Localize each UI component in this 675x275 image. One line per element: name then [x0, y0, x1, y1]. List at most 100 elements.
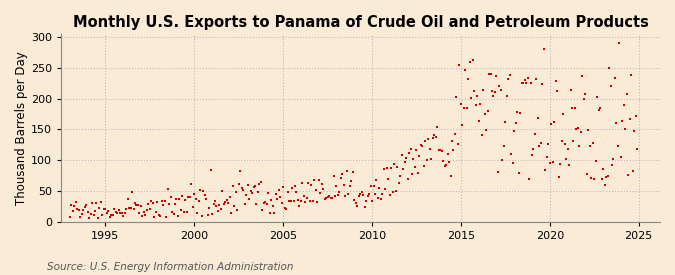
Point [360, 199, 371, 203]
Point [506, 152, 516, 156]
Point [472, 94, 483, 98]
Point [226, 211, 237, 215]
Point [313, 177, 324, 182]
Point [176, 208, 186, 213]
Point [417, 144, 428, 148]
Point [190, 196, 201, 201]
Point [192, 210, 202, 215]
Point [270, 192, 281, 197]
Point [151, 210, 161, 214]
Point [463, 77, 474, 81]
Point [259, 200, 269, 205]
Point [256, 180, 267, 185]
Point [103, 209, 113, 214]
Point [128, 207, 139, 211]
Point [504, 73, 515, 77]
Point [349, 197, 360, 202]
Point [485, 72, 496, 76]
Point [207, 211, 217, 216]
Point [322, 195, 333, 199]
Title: Monthly U.S. Exports to Panama of Crude Oil and Petroleum Products: Monthly U.S. Exports to Panama of Crude … [72, 15, 649, 30]
Point [257, 208, 268, 213]
Point [276, 201, 287, 205]
Point [261, 202, 272, 206]
Point [279, 206, 290, 210]
Point [124, 206, 134, 210]
Point [177, 194, 188, 199]
Point [398, 167, 408, 171]
Point [189, 191, 200, 196]
Point [554, 174, 564, 179]
Point [524, 177, 535, 182]
Point [556, 139, 567, 143]
Point [309, 178, 320, 182]
Point [466, 95, 477, 100]
Point [389, 162, 400, 167]
Point [436, 149, 447, 153]
Point [298, 194, 309, 199]
Point [107, 212, 118, 217]
Point [184, 194, 195, 199]
Point [586, 175, 597, 180]
Point [565, 87, 576, 92]
Point [526, 153, 537, 157]
Point [571, 126, 582, 131]
Point [564, 163, 574, 167]
Point [234, 182, 244, 186]
Point [612, 144, 623, 148]
Point [204, 206, 215, 210]
Point [158, 203, 169, 207]
Point [457, 122, 468, 127]
Point [630, 114, 641, 118]
Point [531, 77, 542, 81]
Point [250, 183, 261, 188]
Point [429, 133, 439, 137]
Point [66, 203, 77, 207]
Point [323, 194, 334, 198]
Point [157, 199, 167, 204]
Point [478, 88, 489, 93]
Point [522, 76, 533, 81]
Point [155, 214, 165, 218]
Point [86, 201, 97, 205]
Point [512, 110, 522, 114]
Point [402, 176, 413, 181]
Point [568, 139, 579, 143]
Point [353, 194, 364, 198]
Point [479, 112, 490, 116]
Point [282, 190, 293, 194]
Point [196, 213, 207, 218]
Point [443, 160, 454, 164]
Point [605, 84, 616, 88]
Point [535, 141, 546, 145]
Point [229, 204, 240, 208]
Point [367, 199, 377, 204]
Point [287, 185, 298, 190]
Point [285, 198, 296, 203]
Point [238, 188, 248, 192]
Point [291, 190, 302, 194]
Point [358, 192, 369, 197]
Point [390, 189, 401, 193]
Point [384, 192, 395, 197]
Point [451, 95, 462, 100]
Point [394, 181, 404, 186]
Point [442, 152, 453, 156]
Point [426, 157, 437, 161]
Point [340, 194, 351, 198]
Point [337, 172, 348, 176]
Point [113, 208, 124, 212]
Point [220, 199, 231, 204]
Point [136, 204, 146, 208]
Point [370, 192, 381, 197]
Point [186, 182, 196, 186]
Point [267, 204, 278, 208]
Point [632, 147, 643, 152]
Point [539, 47, 549, 51]
Point [273, 188, 284, 192]
Point [70, 200, 81, 204]
Point [251, 202, 262, 206]
Point [467, 58, 478, 62]
Point [294, 204, 305, 208]
Point [617, 119, 628, 123]
